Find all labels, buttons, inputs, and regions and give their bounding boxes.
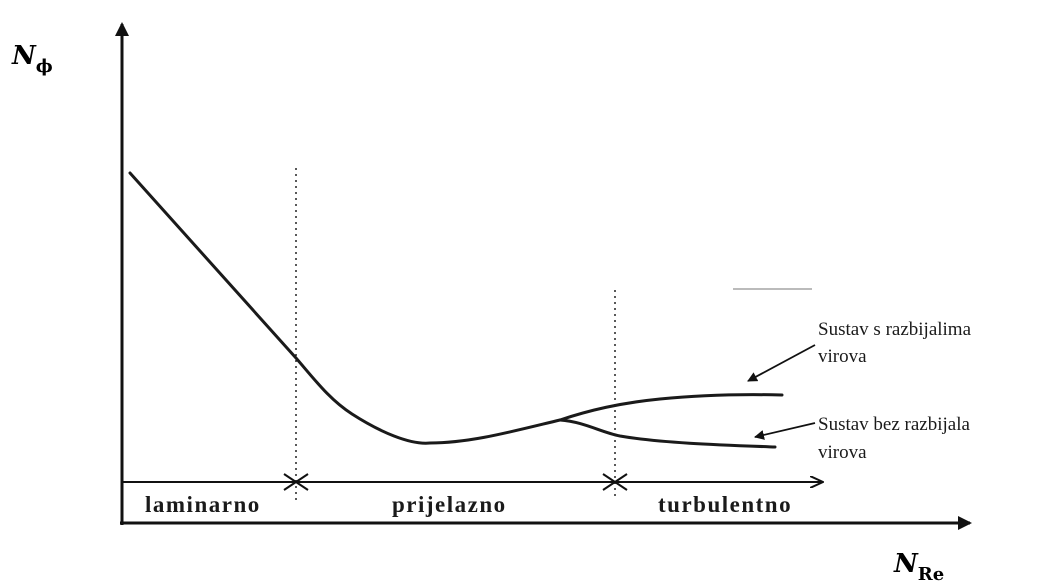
annotation-without-baffles-arrow (754, 422, 816, 440)
annotation-without-baffles-line1: Sustav bez razbijala (818, 414, 971, 435)
annotation-with-baffles-line2: virova (818, 346, 867, 367)
regime-label-turbulent: turbulentno (658, 492, 792, 517)
regime-label-transition: prijelazno (392, 492, 507, 517)
regime-cross-1 (283, 473, 309, 491)
curve-without-baffles (558, 418, 777, 449)
curve-common (128, 171, 562, 445)
regime-cross-2 (602, 473, 628, 491)
annotation-with-baffles-line1: Sustav s razbijalima (818, 319, 972, 340)
x-axis-label: NRe (893, 549, 944, 581)
y-axis-label: Nϕ (11, 41, 53, 77)
curve-with-baffles (558, 393, 784, 422)
annotation-with-baffles-arrow (747, 344, 816, 382)
annotation-without-baffles-line2: virova (818, 442, 867, 463)
regime-label-laminar: laminarno (145, 492, 261, 517)
